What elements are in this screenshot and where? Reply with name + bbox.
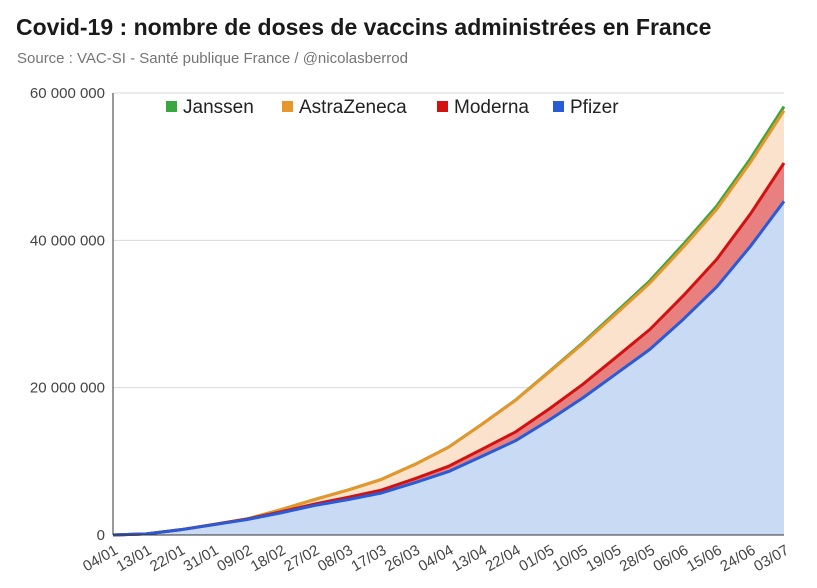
axes <box>112 93 784 536</box>
series-lines <box>112 105 786 537</box>
area-astrazeneca <box>113 110 784 535</box>
x-tick-label: 17/03 <box>348 542 389 575</box>
x-tick-label: 31/01 <box>181 542 222 575</box>
x-tick-label: 26/03 <box>382 542 423 575</box>
legend-label-moderna: Moderna <box>454 97 529 118</box>
chart-subtitle: Source : VAC-SI - Santé publique France … <box>17 50 408 67</box>
legend-swatch-janssen <box>166 101 177 112</box>
y-tick-labels: 0 20 000 000 40 000 000 60 000 000 <box>30 85 105 544</box>
x-tick-label: 10/05 <box>550 542 591 575</box>
x-tick-labels: 04/0113/0122/0131/0109/0218/0227/0208/03… <box>80 542 792 575</box>
x-tick-label: 27/02 <box>281 542 322 575</box>
y-tick-label: 0 <box>97 527 105 544</box>
x-tick-label: 06/06 <box>650 542 691 575</box>
y-tick-label: 40 000 000 <box>30 232 105 249</box>
x-tick-label: 09/02 <box>214 542 255 575</box>
x-tick-label: 22/01 <box>147 542 188 575</box>
x-tick-label: 28/05 <box>617 542 658 575</box>
y-tick-label: 20 000 000 <box>30 380 105 397</box>
legend: Janssen AstraZeneca Moderna Pfizer <box>166 97 619 118</box>
legend-swatch-pfizer <box>553 101 564 112</box>
x-tick-label: 04/01 <box>80 542 121 575</box>
legend-label-janssen: Janssen <box>183 97 254 118</box>
area-pfizer <box>113 201 784 536</box>
line-pfizer <box>112 200 786 537</box>
legend-label-astrazeneca: AstraZeneca <box>299 97 407 118</box>
chart-title: Covid-19 : nombre de doses de vaccins ad… <box>16 14 712 40</box>
legend-swatch-moderna <box>437 101 448 112</box>
x-tick-label: 19/05 <box>583 542 624 575</box>
x-tick-label: 24/06 <box>717 542 758 575</box>
x-tick-label: 13/01 <box>114 542 155 575</box>
y-tick-label: 60 000 000 <box>30 85 105 102</box>
legend-swatch-astrazeneca <box>282 101 293 112</box>
x-tick-label: 08/03 <box>315 542 356 575</box>
x-tick-label: 04/04 <box>415 542 456 575</box>
x-tick-label: 15/06 <box>684 542 725 575</box>
x-tick-label: 03/07 <box>751 542 792 575</box>
x-tick-label: 13/04 <box>449 542 490 575</box>
x-tick-label: 22/04 <box>483 542 524 575</box>
x-tick-label: 18/02 <box>248 542 289 575</box>
x-tick-label: 01/05 <box>516 542 557 575</box>
legend-label-pfizer: Pfizer <box>570 97 619 118</box>
